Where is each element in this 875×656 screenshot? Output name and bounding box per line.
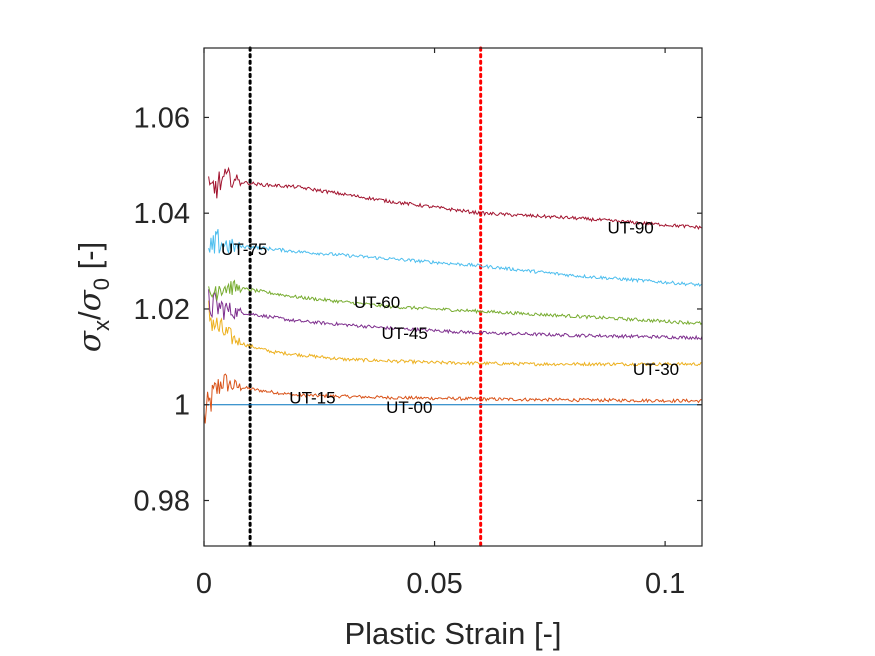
- x-tick-label: 0: [196, 568, 212, 600]
- series-label-ut-90: UT-90: [607, 219, 653, 238]
- y-label-sub-x: x: [89, 320, 114, 331]
- series-labels: UT-00 UT-15 UT-30 UT-45 UT-60 UT-75 UT-90: [221, 219, 679, 418]
- series-line-ut-60: [208, 279, 703, 326]
- y-label-sigma-0: σ: [72, 289, 108, 311]
- x-axis-label: Plastic Strain [-]: [344, 616, 561, 651]
- series-line-ut-15: [203, 373, 703, 424]
- x-tick-label: 0.1: [645, 568, 685, 600]
- y-tick-labels: 0.98 1 1.02 1.04 1.06: [134, 102, 190, 517]
- axis-ticks: [203, 48, 702, 546]
- series-line-ut-75: [208, 228, 703, 287]
- y-label-unit: [-]: [72, 242, 107, 278]
- series-label-ut-75: UT-75: [221, 240, 267, 259]
- reference-lines: [248, 46, 483, 548]
- series-line-ut-90: [208, 166, 703, 230]
- y-tick-label: 1.04: [134, 198, 190, 230]
- x-tick-labels: 0 0.05 0.1: [196, 568, 685, 600]
- y-axis-label: σx/σ0 [-]: [72, 242, 114, 352]
- series-lines: [203, 166, 703, 424]
- y-tick-label: 1: [174, 390, 190, 422]
- plot-area: [204, 48, 702, 546]
- series-line-ut-30: [208, 300, 703, 367]
- y-label-sub-0: 0: [89, 278, 114, 290]
- series-label-ut-15: UT-15: [289, 389, 335, 408]
- y-tick-label: 0.98: [134, 486, 190, 518]
- y-label-sigma-x: σ: [72, 330, 108, 352]
- axes-box: [203, 47, 703, 547]
- series-label-ut-30: UT-30: [633, 360, 679, 379]
- series-label-ut-60: UT-60: [354, 293, 400, 312]
- y-tick-label: 1.06: [134, 102, 190, 134]
- series-label-ut-00: UT-00: [386, 398, 432, 417]
- y-label-separator: /: [72, 311, 107, 320]
- series-line-ut-45: [208, 289, 703, 341]
- x-tick-label: 0.05: [406, 568, 462, 600]
- series-label-ut-45: UT-45: [382, 324, 428, 343]
- y-tick-label: 1.02: [134, 294, 190, 326]
